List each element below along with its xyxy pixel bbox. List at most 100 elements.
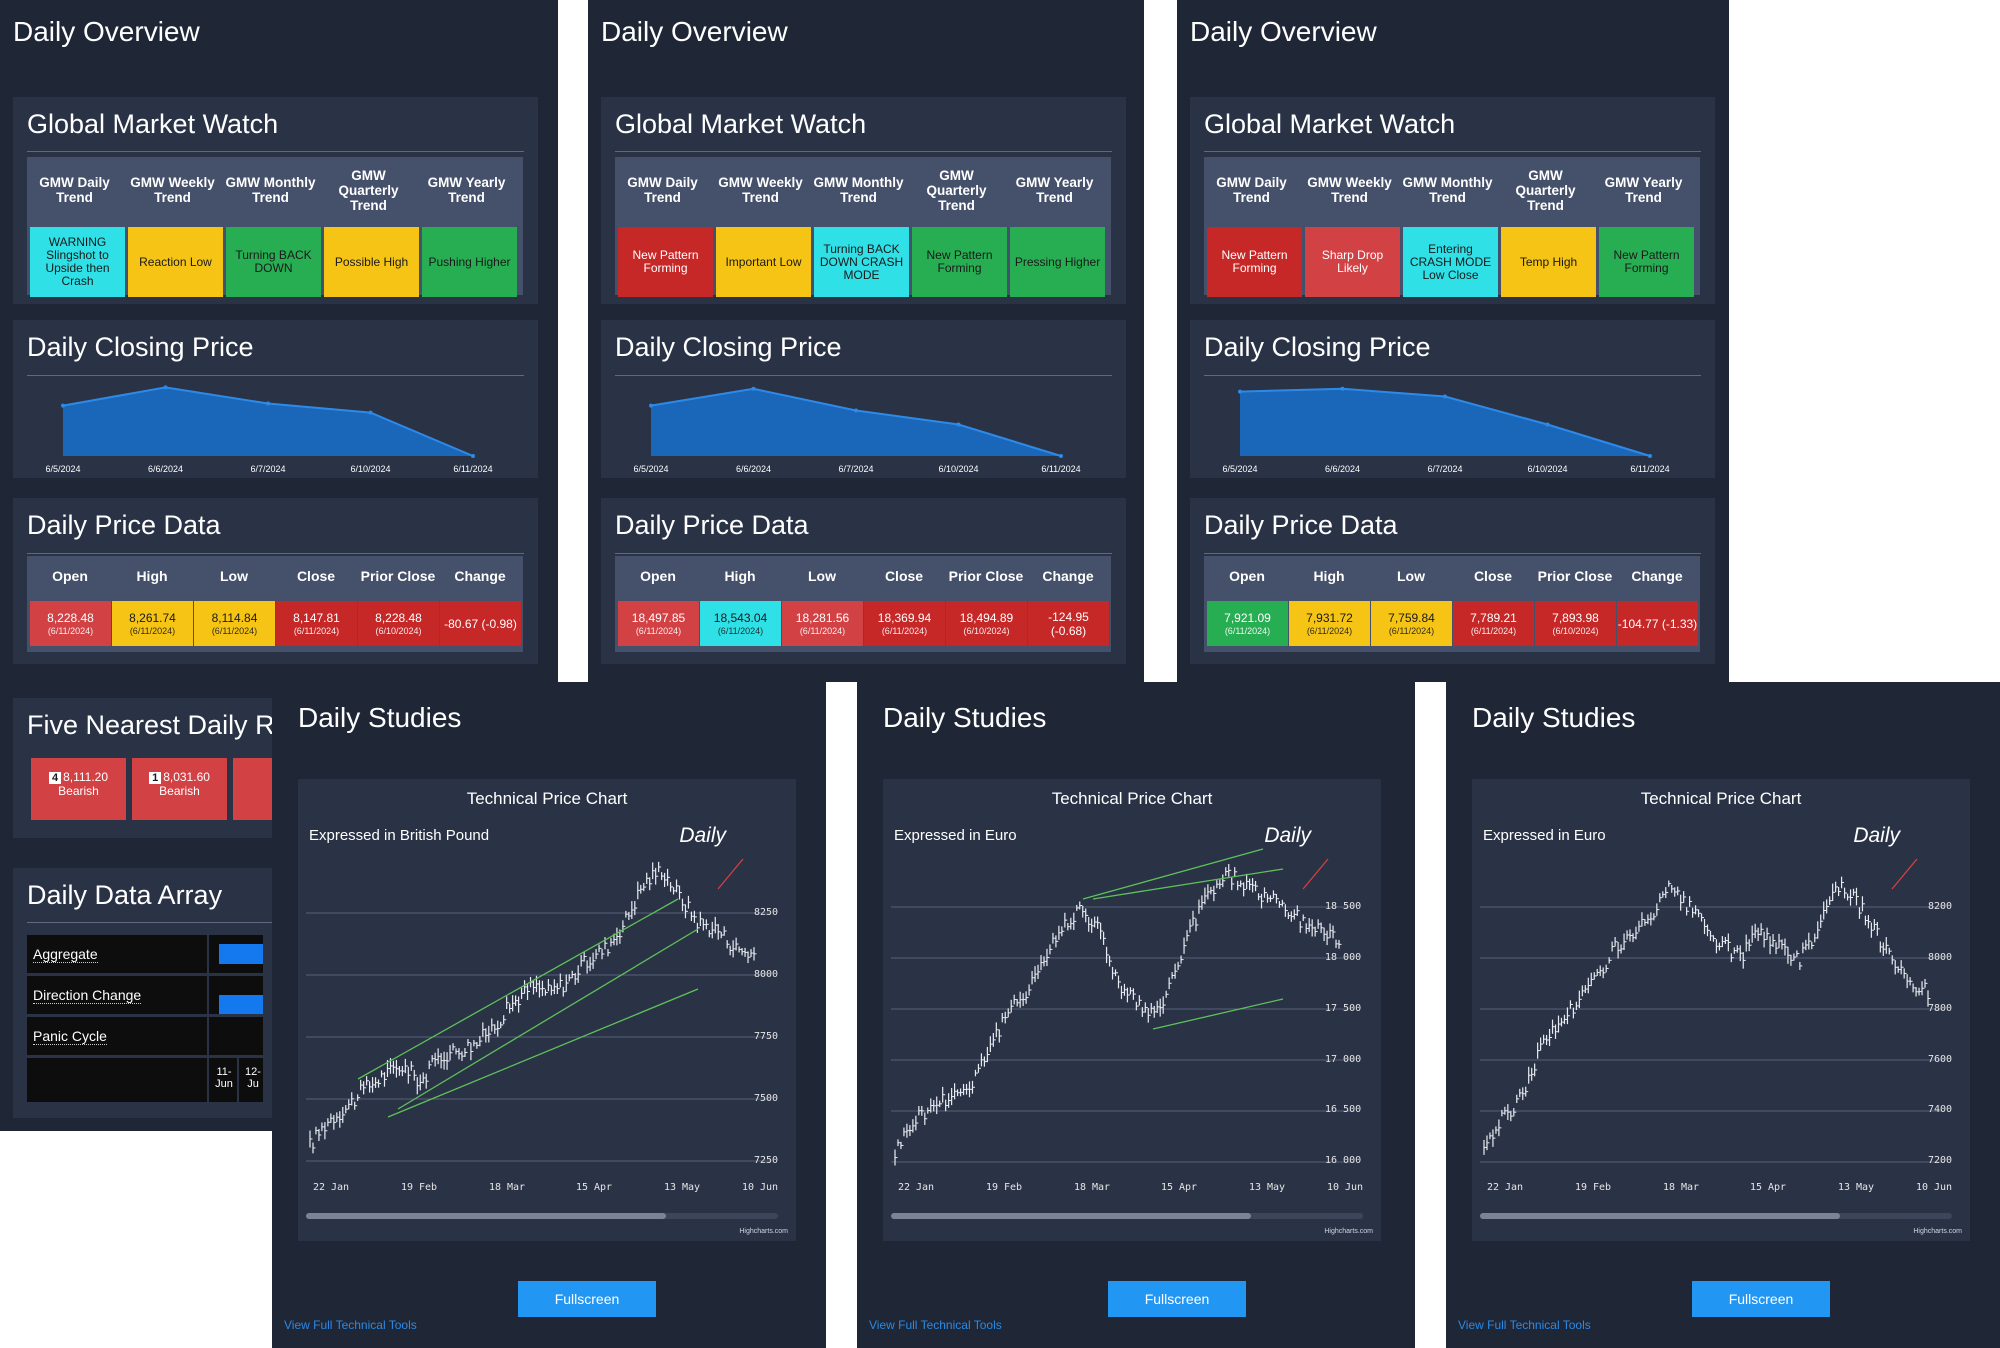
array-label[interactable]: Direction Change <box>33 987 142 1004</box>
closing-date-label: 6/7/2024 <box>838 464 873 474</box>
divider <box>1204 375 1701 376</box>
price-cell-low[interactable]: 18,281.56 (6/11/2024) <box>782 601 863 646</box>
chart-navigator-scrollbar[interactable] <box>306 1213 778 1219</box>
price-cell-prior-close[interactable]: 8,228.48 (6/10/2024) <box>358 601 439 646</box>
gmw-cell-yearly[interactable]: New Pattern Forming <box>1599 227 1694 297</box>
chart-navigator-scrollbar[interactable] <box>891 1213 1363 1219</box>
y-tick-label: 7400 <box>1928 1104 1953 1115</box>
price-cell-change[interactable]: -104.77 (-1.33) <box>1617 601 1698 646</box>
closing-date-label: 6/6/2024 <box>736 464 771 474</box>
price-cell-prior-close[interactable]: 18,494.89 (6/10/2024) <box>946 601 1027 646</box>
view-full-technical-tools-link[interactable]: View Full Technical Tools <box>1458 1318 1591 1332</box>
gmw-cell-quarterly[interactable]: Temp High <box>1501 227 1596 297</box>
section-title: Daily Closing Price <box>27 332 254 362</box>
technical-price-chart[interactable]: Technical Price Chart Expressed in Euro … <box>1472 779 1970 1241</box>
gmw-cell-yearly[interactable]: Pressing Higher <box>1010 227 1105 297</box>
gmw-cell-weekly[interactable]: Reaction Low <box>128 227 223 297</box>
gmw-cell-weekly[interactable]: Sharp Drop Likely <box>1305 227 1400 297</box>
price-header-close: Close <box>296 568 336 584</box>
fullscreen-button[interactable]: Fullscreen <box>1692 1281 1830 1317</box>
scrollbar-thumb[interactable] <box>891 1213 1251 1219</box>
fullscreen-button[interactable]: Fullscreen <box>518 1281 656 1317</box>
price-cell-open[interactable]: 8,228.48 (6/11/2024) <box>30 601 111 646</box>
x-tick-label: 22 Jan <box>1486 1182 1524 1193</box>
price-cell-close[interactable]: 8,147.81 (6/11/2024) <box>276 601 357 646</box>
price-cell-change[interactable]: -124.95 (-0.68) <box>1028 601 1109 646</box>
chart-credit[interactable]: Highcharts.com <box>739 1228 788 1235</box>
x-tick-label: 10 Jun <box>1326 1182 1364 1193</box>
chart-title: Technical Price Chart <box>1640 789 1802 808</box>
closing-price-point <box>1443 394 1447 399</box>
y-tick-label: 7750 <box>754 1031 779 1042</box>
price-cell-close[interactable]: 18,369.94 (6/11/2024) <box>864 601 945 646</box>
chart-navigator-scrollbar[interactable] <box>1480 1213 1952 1219</box>
gmw-cell-daily[interactable]: New Pattern Forming <box>618 227 713 297</box>
gmw-cell-daily[interactable]: WARNING Slingshot to Upside then Crash <box>30 227 125 297</box>
gmw-header-monthly: GMW Monthly Trend <box>813 175 904 205</box>
price-date: (6/11/2024) <box>881 626 928 636</box>
price-cell-high[interactable]: 18,543.04 (6/11/2024) <box>700 601 781 646</box>
x-tick-label: 15 Apr <box>1749 1182 1787 1193</box>
gmw-cell-monthly[interactable]: Turning BACK DOWN CRASH MODE <box>814 227 909 297</box>
price-date: (6/11/2024) <box>717 626 764 636</box>
technical-price-chart[interactable]: Technical Price Chart Expressed in Euro … <box>883 779 1381 1241</box>
rank-badge: 4 <box>48 772 62 784</box>
price-value: 7,789.21 <box>1470 611 1517 625</box>
gmw-cell-quarterly[interactable]: New Pattern Forming <box>912 227 1007 297</box>
price-cell-low[interactable]: 7,759.84 (6/11/2024) <box>1371 601 1452 646</box>
price-chart-plot[interactable] <box>298 779 796 1241</box>
scrollbar-thumb[interactable] <box>1480 1213 1840 1219</box>
price-cell-high[interactable]: 7,931.72 (6/11/2024) <box>1289 601 1370 646</box>
gmw-cell-daily[interactable]: New Pattern Forming <box>1207 227 1302 297</box>
price-header-high: High <box>136 568 168 584</box>
y-tick-label: 7800 <box>1928 1003 1953 1014</box>
fullscreen-button[interactable]: Fullscreen <box>1108 1281 1246 1317</box>
gmw-cell-weekly[interactable]: Important Low <box>716 227 811 297</box>
price-cell-open[interactable]: 18,497.85 (6/11/2024) <box>618 601 699 646</box>
price-cell-close[interactable]: 7,789.21 (6/11/2024) <box>1453 601 1534 646</box>
array-label[interactable]: Panic Cycle <box>33 1028 107 1045</box>
closing-price-chart: 6/5/2024 6/6/2024 6/7/2024 6/10/2024 6/11/20… <box>45 385 493 474</box>
closing-price-point <box>61 403 65 408</box>
chart-period: Daily <box>679 824 726 847</box>
price-cell-high[interactable]: 8,261.74 (6/11/2024) <box>112 601 193 646</box>
gmw-cell-yearly[interactable]: Pushing Higher <box>422 227 517 297</box>
array-bar <box>219 995 263 1014</box>
price-value: 7,921.09 <box>1224 611 1271 625</box>
price-cell-change[interactable]: -80.67 (-0.98) <box>440 601 521 646</box>
nearest-cell[interactable]: 4 8,111.20 Bearish <box>31 758 126 820</box>
technical-price-chart[interactable]: Technical Price Chart Expressed in Briti… <box>298 779 796 1241</box>
gmw-cell-quarterly[interactable]: Possible High <box>324 227 419 297</box>
closing-date-label: 6/6/2024 <box>1325 464 1360 474</box>
price-chart-plot[interactable] <box>883 779 1381 1241</box>
view-full-technical-tools-link[interactable]: View Full Technical Tools <box>284 1318 417 1332</box>
price-value: 8,114.84 <box>211 611 258 625</box>
divider <box>615 375 1112 376</box>
gmw-cell-monthly[interactable]: Entering CRASH MODE Low Close <box>1403 227 1498 297</box>
price-date: (6/11/2024) <box>635 626 682 636</box>
nearest-cell[interactable]: 1 8,031.60 Bearish <box>132 758 227 820</box>
array-label[interactable]: Aggregate <box>33 946 98 963</box>
x-tick-label: 19 Feb <box>400 1182 438 1193</box>
price-header-low: Low <box>1397 568 1425 584</box>
price-date: (6/11/2024) <box>47 626 94 636</box>
price-cell-prior-close[interactable]: 7,893.98 (6/10/2024) <box>1535 601 1616 646</box>
x-tick-label: 19 Feb <box>1574 1182 1612 1193</box>
gmw-cell-monthly[interactable]: Turning BACK DOWN <box>226 227 321 297</box>
gmw-header-yearly: GMW Yearly Trend <box>427 175 506 205</box>
price-cell-open[interactable]: 7,921.09 (6/11/2024) <box>1207 601 1288 646</box>
y-tick-label: 7500 <box>754 1093 779 1104</box>
chart-credit[interactable]: Highcharts.com <box>1324 1228 1373 1235</box>
divider <box>1204 151 1701 152</box>
price-value: 18,369.94 <box>877 611 932 625</box>
scrollbar-thumb[interactable] <box>306 1213 666 1219</box>
price-chart-plot[interactable] <box>1472 779 1970 1241</box>
x-tick-label: 13 May <box>1837 1182 1875 1193</box>
section-title: Daily Studies <box>298 702 462 733</box>
divider <box>615 553 1112 554</box>
view-full-technical-tools-link[interactable]: View Full Technical Tools <box>869 1318 1002 1332</box>
chart-credit[interactable]: Highcharts.com <box>1913 1228 1962 1235</box>
x-tick-label: 10 Jun <box>741 1182 779 1193</box>
closing-price-point <box>956 422 961 427</box>
price-cell-low[interactable]: 8,114.84 (6/11/2024) <box>194 601 275 646</box>
